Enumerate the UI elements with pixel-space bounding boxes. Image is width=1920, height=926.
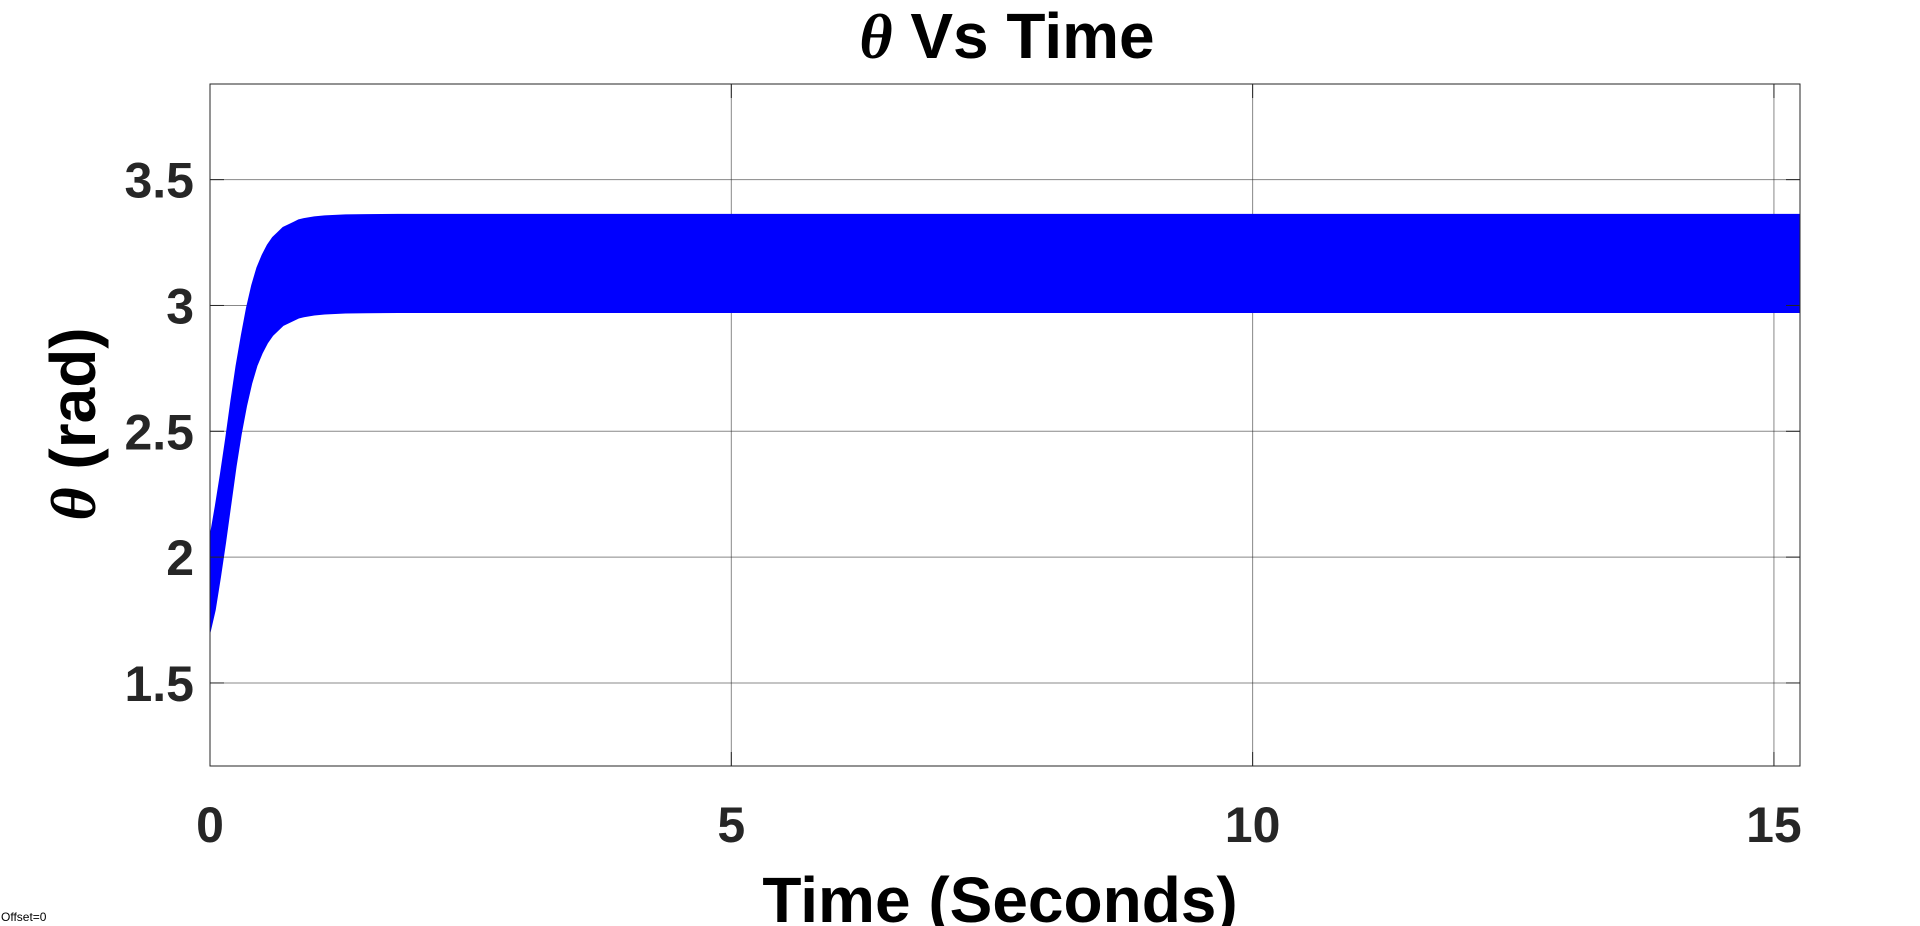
- y-tick-label: 3: [166, 278, 194, 334]
- y-tick-label: 2: [166, 530, 194, 586]
- offset-note: Offset=0: [1, 910, 47, 924]
- x-axis-label: Time (Seconds): [762, 864, 1237, 926]
- chart-title: θ Vs Time: [859, 0, 1154, 72]
- y-tick-labels: 1.5 2 2.5 3 3.5: [124, 153, 194, 712]
- y-tick-label: 2.5: [124, 404, 194, 460]
- grid-lines: [209, 84, 1800, 766]
- y-tick-label: 1.5: [124, 656, 194, 712]
- y-axis-label-text: (rad): [37, 327, 109, 487]
- chart-title-text: Vs Time: [893, 0, 1155, 72]
- y-axis-label: θ (rad): [37, 327, 109, 520]
- x-tick-label: 15: [1746, 797, 1802, 853]
- x-tick-label: 5: [717, 797, 745, 853]
- plot-frame: [209, 83, 1801, 767]
- y-axis-label-symbol: θ: [38, 487, 109, 520]
- tick-marks: [209, 84, 1800, 766]
- y-tick-label: 3.5: [124, 153, 194, 209]
- x-tick-label: 0: [196, 797, 224, 853]
- x-tick-labels: 0 5 10 15: [196, 797, 1802, 853]
- theta-series-band: [209, 213, 1801, 633]
- data-layer: [209, 213, 1801, 633]
- chart-title-symbol: θ: [859, 1, 892, 72]
- x-tick-label: 10: [1225, 797, 1281, 853]
